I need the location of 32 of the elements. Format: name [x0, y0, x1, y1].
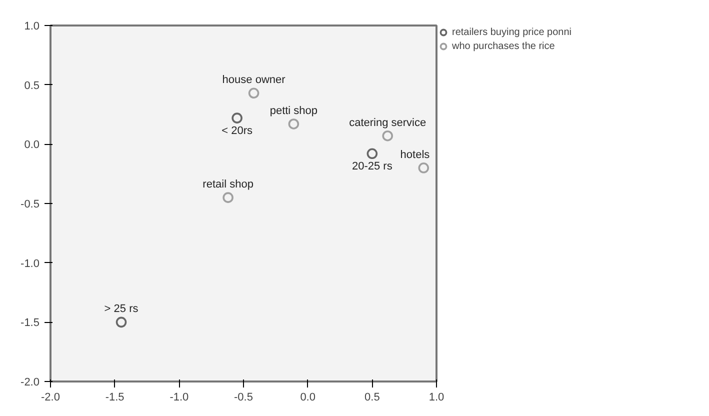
- annotation: < 20rs: [222, 125, 254, 138]
- x-tick-label: -0.5: [234, 392, 253, 404]
- y-tick-label: -2.0: [20, 376, 40, 388]
- x-tick-label: 1.0: [428, 392, 444, 404]
- y-tick-label: -1.0: [20, 258, 40, 270]
- annotation: > 25 rs: [104, 303, 139, 316]
- x-tick-label: 0.0: [300, 392, 316, 404]
- y-tick-label: -1.5: [20, 317, 40, 330]
- y-tick-label: 1.0: [24, 20, 40, 32]
- point: [418, 162, 430, 174]
- x-tick-label: -1.0: [170, 392, 189, 404]
- y-tick-label: 0.0: [24, 139, 40, 152]
- x-tick-label: -1.5: [105, 392, 124, 404]
- annotation: hotels: [400, 148, 430, 161]
- legend-label: who purchases the rice: [452, 40, 555, 53]
- point: [116, 316, 127, 328]
- point: [382, 130, 394, 142]
- annotation: 20-25 rs: [352, 160, 393, 173]
- y-tick-label: 0.5: [24, 80, 40, 92]
- x-tick-label: -2.0: [41, 392, 60, 404]
- y-tick-label: -0.5: [20, 198, 40, 210]
- point: [248, 88, 260, 99]
- annotation: petti shop: [270, 104, 318, 117]
- annotation: house owner: [222, 74, 286, 86]
- point: [232, 112, 242, 124]
- legend-label: retailers buying price ponni: [452, 26, 572, 39]
- x-tick-label: 0.5: [364, 392, 380, 404]
- point: [366, 148, 378, 160]
- annotation: catering service: [349, 116, 426, 129]
- point: [288, 118, 300, 130]
- annotation: retail shop: [202, 178, 254, 191]
- point: [222, 192, 234, 203]
